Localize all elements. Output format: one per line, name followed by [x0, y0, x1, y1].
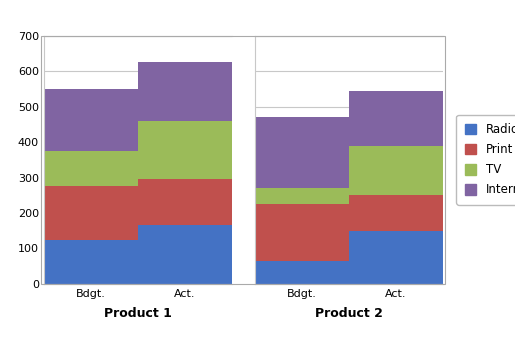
Bar — [349, 146, 443, 195]
Bar — [255, 188, 349, 204]
Bar — [138, 179, 232, 225]
Bar — [255, 117, 349, 188]
Bar — [255, 261, 349, 284]
X-axis label: Product 2: Product 2 — [315, 307, 383, 320]
Bar — [138, 225, 232, 284]
Bar — [349, 231, 443, 284]
Bar — [349, 195, 443, 231]
Bar — [349, 91, 443, 146]
Bar — [255, 204, 349, 261]
Bar — [44, 151, 138, 186]
X-axis label: Product 1: Product 1 — [104, 307, 171, 320]
Bar — [138, 62, 232, 121]
Legend: Radio, Print, TV, Internet: Radio, Print, TV, Internet — [456, 115, 515, 204]
Bar — [138, 121, 232, 179]
Bar — [44, 240, 138, 284]
Bar — [44, 89, 138, 151]
Bar — [44, 186, 138, 240]
